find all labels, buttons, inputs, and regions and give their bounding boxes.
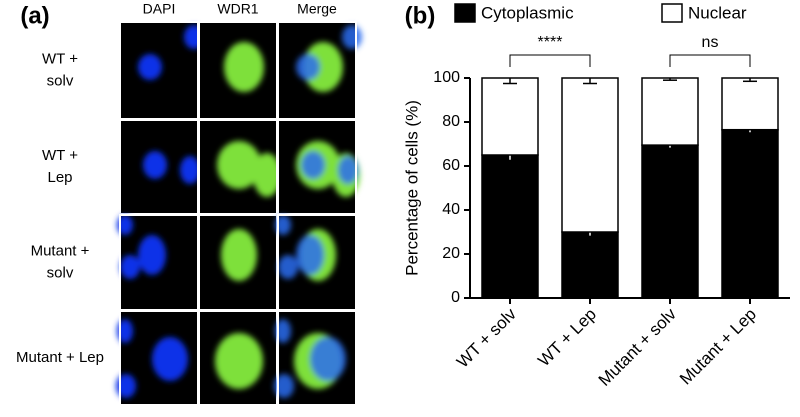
image-content — [296, 141, 360, 197]
blue-nucleus — [120, 255, 140, 279]
legend-swatch — [454, 3, 476, 23]
micrograph — [198, 310, 278, 406]
error-bar — [503, 155, 517, 162]
micrograph — [117, 214, 199, 311]
green-signal — [221, 229, 257, 281]
y-tick-label: 80 — [442, 113, 460, 130]
green-signal — [224, 42, 264, 92]
column-header: WDR1 — [217, 1, 258, 17]
image-content — [143, 151, 200, 184]
bar-segment — [721, 77, 779, 131]
bar-segment — [561, 231, 619, 299]
panel-label: (a) — [20, 2, 49, 29]
micrograph — [198, 21, 278, 120]
legend-item: Cytoplasmic — [454, 3, 574, 23]
bar-segment — [721, 128, 779, 299]
row-label: Mutant + — [31, 242, 90, 259]
panel-label: (b) — [405, 2, 436, 29]
y-tick-label: 100 — [433, 69, 460, 86]
row-label: Mutant + Lep — [16, 349, 104, 366]
y-tick-label: 40 — [442, 201, 460, 218]
micrograph — [274, 310, 357, 406]
blue-nucleus — [278, 255, 298, 279]
blue-nucleus — [310, 337, 346, 381]
annotation: ns — [702, 34, 719, 51]
image-border — [277, 310, 357, 406]
blue-nucleus — [152, 337, 188, 381]
bar-segment — [641, 144, 699, 299]
image-content — [221, 229, 257, 281]
micrograph — [116, 310, 199, 406]
significance-bracket — [669, 54, 751, 67]
green-signal — [217, 141, 261, 189]
significance-bracket — [509, 54, 591, 67]
micrograph — [198, 119, 281, 215]
y-tick-label: 60 — [442, 157, 460, 174]
bar-segment — [641, 77, 699, 146]
x-tick-label: WT + solv — [453, 304, 520, 371]
blue-nucleus — [301, 151, 325, 179]
micrograph — [275, 214, 357, 311]
error-bar — [663, 78, 677, 81]
green-signal — [215, 333, 263, 389]
error-bar — [503, 78, 517, 85]
blue-nucleus — [143, 151, 167, 179]
annotation: **** — [538, 34, 563, 51]
row-label: Lep — [47, 169, 72, 186]
x-tick-label: Mutant + solv — [595, 304, 681, 390]
y-axis-label: Percentage of cells (%) — [402, 100, 421, 276]
image-content — [117, 215, 166, 279]
legend-label: Nuclear — [688, 3, 747, 22]
x-tick-label: Mutant + Lep — [676, 305, 760, 389]
blue-nucleus — [342, 25, 362, 49]
blue-nucleus — [138, 235, 166, 275]
image-content — [296, 25, 362, 92]
row-label: solv — [47, 72, 74, 89]
image-content — [224, 42, 264, 92]
blue-nucleus — [138, 54, 162, 80]
y-tick-label: 20 — [442, 245, 460, 262]
legend-swatch — [661, 3, 683, 23]
micrograph — [119, 119, 200, 215]
micrograph — [119, 21, 204, 120]
y-tick-label: 0 — [451, 289, 460, 306]
image-content — [217, 141, 281, 197]
row-label: WT + — [42, 50, 78, 67]
column-header: DAPI — [143, 1, 176, 17]
bar-segment — [481, 77, 539, 156]
green-signal — [303, 42, 343, 92]
row-label: WT + — [42, 147, 78, 164]
bar-segment — [481, 154, 539, 299]
x-tick-label: WT + Lep — [534, 305, 600, 371]
micrograph — [277, 21, 362, 120]
legend-item: Nuclear — [661, 3, 747, 23]
legend-label: Cytoplasmic — [481, 3, 574, 22]
row-label: solv — [47, 264, 74, 281]
blue-nucleus — [338, 156, 358, 184]
image-content — [215, 333, 263, 389]
blue-nucleus — [296, 235, 324, 275]
panel-a: (a) DAPI WDR1 Merge WT + solv WT + Lep Mutant +… — [16, 1, 362, 406]
panel-b: (b) Percentage of cells (%) 0 20 40 60 80 100… — [402, 2, 790, 390]
error-bar — [583, 78, 597, 85]
image-content — [275, 215, 336, 281]
green-signal — [253, 153, 281, 197]
blue-nucleus — [296, 54, 320, 80]
error-bar — [743, 78, 757, 83]
bar-segment — [561, 77, 619, 233]
micrograph — [277, 119, 360, 215]
column-header: Merge — [297, 1, 337, 17]
micrograph — [198, 214, 278, 311]
blue-nucleus — [180, 156, 200, 184]
